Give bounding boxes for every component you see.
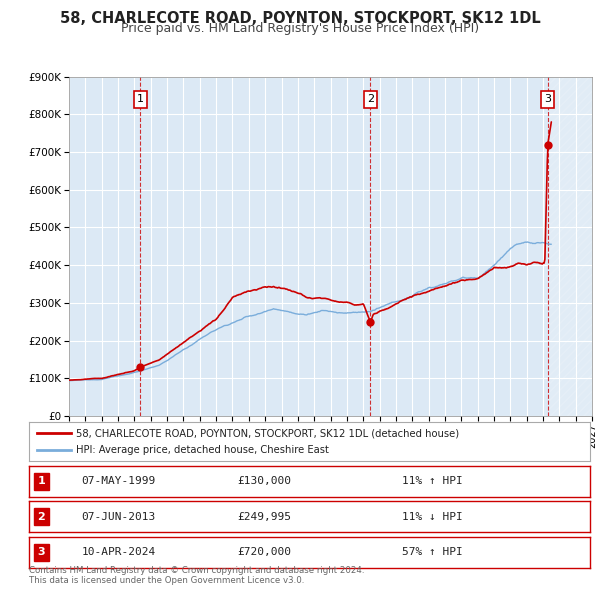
Text: 1: 1	[137, 94, 144, 104]
Text: £720,000: £720,000	[238, 548, 292, 557]
Text: 58, CHARLECOTE ROAD, POYNTON, STOCKPORT, SK12 1DL: 58, CHARLECOTE ROAD, POYNTON, STOCKPORT,…	[59, 11, 541, 25]
Text: Price paid vs. HM Land Registry's House Price Index (HPI): Price paid vs. HM Land Registry's House …	[121, 22, 479, 35]
Text: 57% ↑ HPI: 57% ↑ HPI	[403, 548, 463, 557]
Text: 2: 2	[37, 512, 45, 522]
Text: HPI: Average price, detached house, Cheshire East: HPI: Average price, detached house, Ches…	[76, 445, 329, 455]
Text: 11% ↑ HPI: 11% ↑ HPI	[403, 477, 463, 486]
Text: 1: 1	[37, 477, 45, 486]
Text: 3: 3	[37, 548, 45, 557]
Text: 11% ↓ HPI: 11% ↓ HPI	[403, 512, 463, 522]
Text: 3: 3	[544, 94, 551, 104]
Text: 2: 2	[367, 94, 374, 104]
Text: 10-APR-2024: 10-APR-2024	[82, 548, 155, 557]
Text: £249,995: £249,995	[238, 512, 292, 522]
Text: 07-JUN-2013: 07-JUN-2013	[82, 512, 155, 522]
Text: 58, CHARLECOTE ROAD, POYNTON, STOCKPORT, SK12 1DL (detached house): 58, CHARLECOTE ROAD, POYNTON, STOCKPORT,…	[76, 428, 460, 438]
Text: 07-MAY-1999: 07-MAY-1999	[82, 477, 155, 486]
Text: £130,000: £130,000	[238, 477, 292, 486]
Text: Contains HM Land Registry data © Crown copyright and database right 2024.
This d: Contains HM Land Registry data © Crown c…	[29, 566, 364, 585]
Bar	[548, 77, 592, 416]
